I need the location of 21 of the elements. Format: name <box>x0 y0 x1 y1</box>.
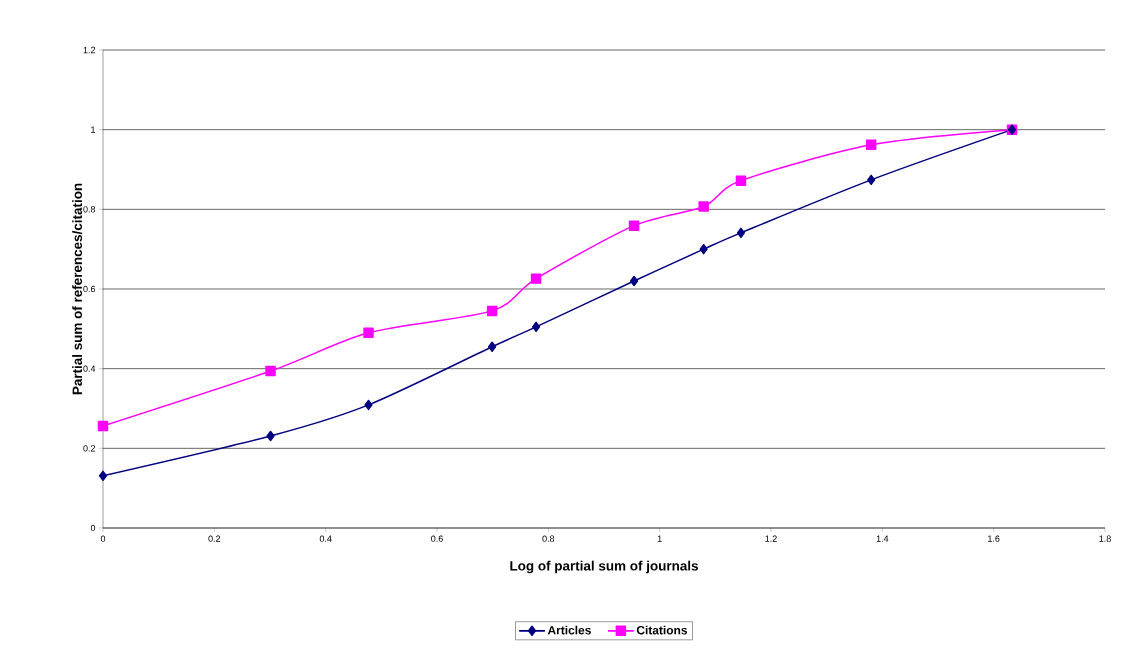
x-tick-label: 1.8 <box>1099 535 1111 542</box>
x-tick-label: 0 <box>100 535 106 542</box>
x-tick-label: 0.2 <box>208 535 221 542</box>
y-axis-title: Partial sum of references/citation <box>72 183 83 395</box>
y-tick-label: 1.2 <box>83 46 96 54</box>
y-tick-label: 0.6 <box>83 285 96 293</box>
legend-label: Articles <box>547 625 591 635</box>
x-tick-label: 1.6 <box>988 535 1000 542</box>
x-tick-label: 0.4 <box>319 535 332 542</box>
y-tick-label: 0.8 <box>83 206 96 213</box>
y-tick-label: 0 <box>90 524 96 532</box>
x-tick-label: 1.4 <box>876 535 889 542</box>
y-tick-label: 1 <box>91 126 96 133</box>
x-tick-label: 0.8 <box>542 535 555 542</box>
x-axis-title: Log of partial sum of journals <box>510 560 698 574</box>
x-tick-label: 0.6 <box>431 535 443 542</box>
x-tick-label: 1.2 <box>765 535 777 542</box>
legend-label: Citations <box>636 625 688 635</box>
x-tick-label: 1 <box>657 535 662 542</box>
y-tick-label: 0.2 <box>83 445 96 452</box>
y-tick-label: 0.4 <box>83 365 96 372</box>
